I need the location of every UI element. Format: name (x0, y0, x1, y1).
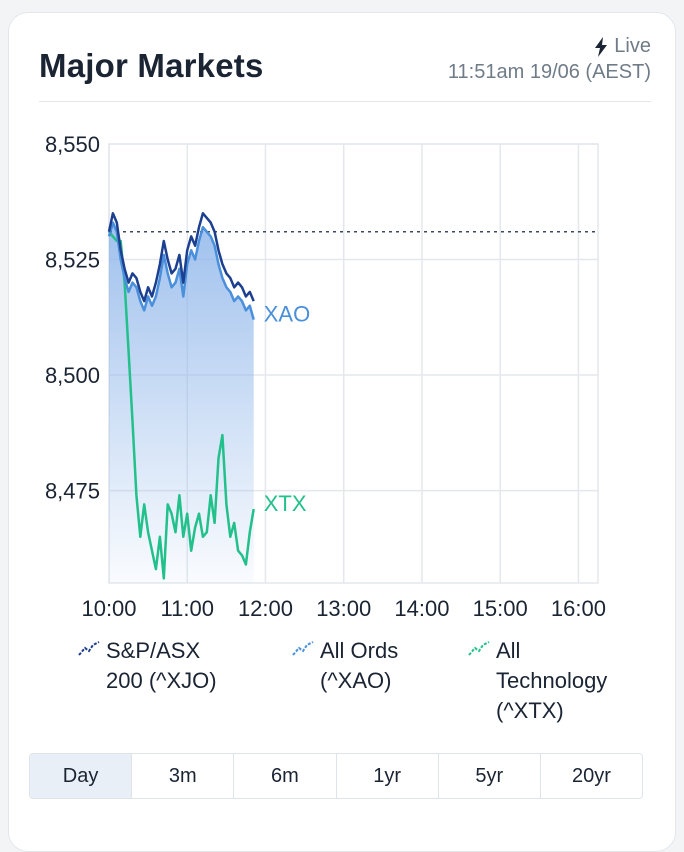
line-chart-icon (468, 641, 490, 656)
legend-item-xao[interactable]: All Ords (^XAO) (292, 636, 398, 696)
line-chart-icon (292, 641, 314, 656)
x-tick-label: 10:00 (81, 596, 136, 621)
series-lines (107, 212, 255, 580)
legend-label-line2: Technology (496, 668, 608, 693)
tab-5yr[interactable]: 5yr (438, 754, 541, 798)
chart-legend: S&P/ASX 200 (^XJO) All Ords (^XAO) All T… (70, 636, 674, 736)
series-line-xtx (108, 230, 255, 580)
live-label: Live (614, 35, 651, 57)
legend-item-xtx[interactable]: All Technology (^XTX) (468, 636, 607, 726)
x-tick-label: 15:00 (473, 596, 528, 621)
y-tick-label: 8,500 (45, 363, 100, 388)
line-chart-icon (78, 641, 100, 656)
y-tick-label: 8,550 (45, 132, 100, 157)
series-end-label-xao: XAO (264, 302, 310, 327)
card-title: Major Markets (39, 47, 264, 84)
time-range-tabs: Day 3m 6m 1yr 5yr 20yr (29, 753, 643, 799)
legend-label-line2: 200 (^XJO) (106, 668, 217, 693)
legend-item-xjo[interactable]: S&P/ASX 200 (^XJO) (78, 636, 217, 696)
lightning-icon (595, 36, 608, 57)
legend-label-line1: All Ords (320, 638, 399, 663)
x-tick-label: 11:00 (161, 596, 214, 621)
header-divider (39, 101, 651, 102)
legend-label-line1: S&P/ASX (106, 638, 201, 663)
market-line-chart[interactable]: 8,550 8,525 8,500 8,475 10:00 11:00 12:00 13:0… (0, 0, 684, 640)
legend-label-line1: All (496, 638, 521, 663)
series-line-xao (107, 221, 255, 320)
series-line-xjo (107, 212, 255, 303)
x-tick-label: 12:00 (238, 596, 293, 621)
tab-6m[interactable]: 6m (234, 754, 337, 798)
y-axis: 8,550 8,525 8,500 8,475 (45, 132, 100, 504)
tab-3m[interactable]: 3m (132, 754, 235, 798)
x-tick-label: 16:00 (551, 596, 606, 621)
series-end-labels: XAO XTX (264, 302, 310, 516)
tab-1yr[interactable]: 1yr (336, 754, 439, 798)
tab-day[interactable]: Day (30, 754, 133, 798)
legend-label-line2: (^XAO) (320, 668, 392, 693)
y-tick-label: 8,525 (45, 248, 100, 273)
live-indicator: Live (594, 35, 651, 58)
y-tick-label: 8,475 (45, 479, 100, 504)
legend-label-line3: (^XTX) (496, 698, 564, 723)
x-tick-label: 13:00 (316, 596, 371, 621)
x-tick-label: 14:00 (394, 596, 449, 621)
x-axis: 10:00 11:00 12:00 13:00 14:00 15:00 16:00 (81, 596, 606, 621)
series-end-label-xtx: XTX (264, 491, 307, 516)
last-updated-timestamp: 11:51am 19/06 (AEST) (447, 61, 651, 83)
tab-20yr[interactable]: 20yr (540, 754, 642, 798)
